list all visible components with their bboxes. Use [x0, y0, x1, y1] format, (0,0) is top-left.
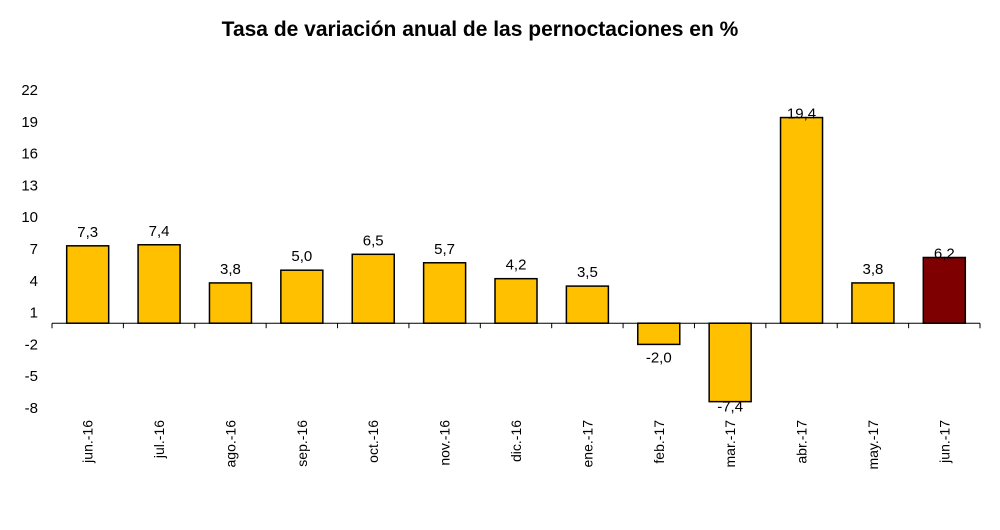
bar-nov.-16 [422, 262, 467, 324]
category-label: abr.-17 [794, 420, 810, 464]
data-labels: 7,3 7,4 3,8 5,0 6,5 5,7 4,2 3,5 -2,0 -7,4 19,4 3,8 6… [77, 106, 954, 416]
category-label: jul.-16 [151, 420, 167, 459]
category-label: dic.-16 [508, 420, 524, 462]
bar-jun.-17 [922, 256, 967, 324]
category-label: oct.-16 [365, 420, 381, 463]
category-label: mar.-17 [722, 420, 738, 468]
bar-feb.-17 [637, 322, 681, 346]
y-axis: 22 19 16 13 10 7 4 1 -2 -5 -8 [21, 82, 38, 417]
data-label-mar.-17: -7,4 [717, 399, 743, 416]
y-tick-label: -5 [25, 368, 38, 385]
data-label-jul.-16: 7,4 [149, 223, 170, 240]
category-label: may.-17 [865, 420, 881, 470]
data-label-feb.-17: -2,0 [646, 349, 672, 366]
data-label-nov.-16: 5,7 [434, 241, 455, 258]
data-label-oct.-16: 6,5 [363, 232, 384, 249]
category-label: feb.-17 [651, 420, 667, 464]
data-label-ene.-17: 3,5 [577, 264, 598, 281]
data-label-jun.-17: 6,2 [934, 245, 955, 262]
category-label: ene.-17 [579, 420, 595, 468]
category-label: jun.-16 [80, 420, 96, 464]
category-label: nov.-16 [437, 420, 453, 466]
data-label-dic.-16: 4,2 [506, 257, 527, 274]
bar-jul.-16 [137, 244, 181, 324]
bar-ene.-17 [565, 285, 610, 324]
data-label-ago.-16: 3,8 [220, 261, 241, 278]
bars [65, 116, 967, 403]
y-tick-label: 19 [21, 114, 38, 131]
data-label-jun.-16: 7,3 [77, 224, 98, 241]
y-tick-label: 16 [21, 146, 38, 163]
y-tick-label: 1 [30, 305, 38, 322]
y-tick-label: -8 [25, 400, 38, 417]
x-axis: jun.-16 jul.-16 ago.-16 sep.-16 oct.-16 nov.-… [51, 322, 981, 470]
bar-oct.-16 [351, 253, 395, 324]
bar-sep.-16 [280, 269, 324, 324]
category-label: sep.-16 [294, 420, 310, 467]
bar-jun.-16 [65, 245, 110, 324]
y-tick-label: 10 [21, 209, 38, 226]
category-label: jun.-17 [936, 420, 952, 464]
y-tick-label: 13 [21, 177, 38, 194]
bar-dic.-16 [494, 277, 538, 324]
bar-ago.-16 [208, 282, 253, 324]
y-tick-label: 7 [30, 241, 38, 258]
data-label-may.-17: 3,8 [862, 261, 883, 278]
data-label-sep.-16: 5,0 [291, 248, 312, 265]
bar-abr.-17 [779, 116, 824, 324]
bar-may.-17 [851, 282, 895, 324]
category-label: ago.-16 [222, 420, 238, 468]
data-label-abr.-17: 19,4 [787, 106, 816, 123]
bar-mar.-17 [708, 322, 752, 403]
chart-title: Tasa de variación anual de las pernoctac… [221, 18, 739, 41]
y-tick-label: 4 [30, 273, 38, 290]
y-tick-label: -2 [25, 336, 38, 353]
y-tick-label: 22 [21, 82, 38, 99]
